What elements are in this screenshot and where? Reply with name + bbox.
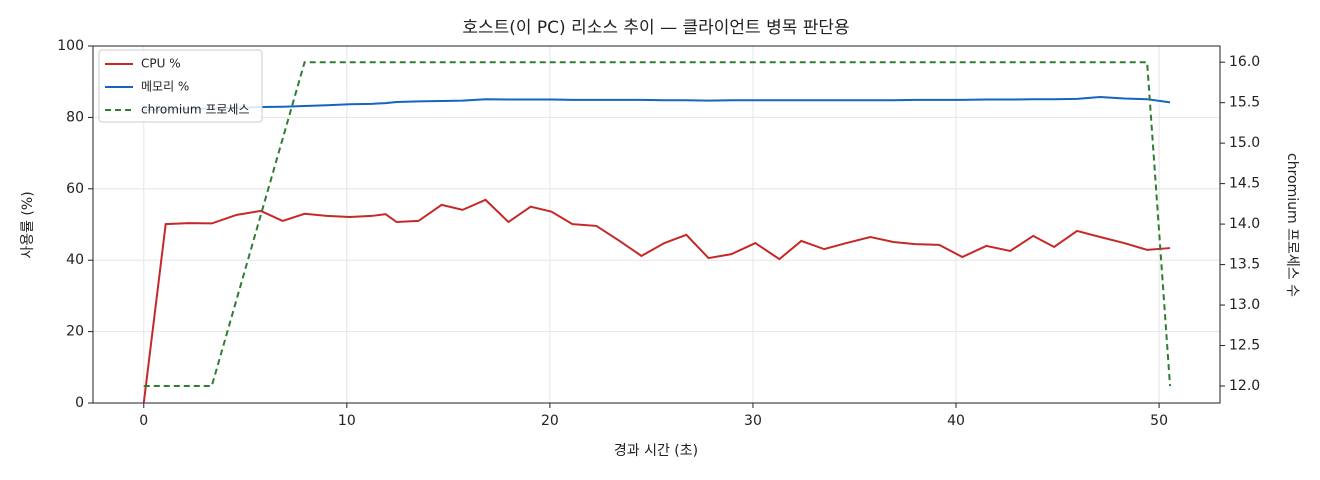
x-tick-label: 50 xyxy=(1150,413,1168,429)
plot-frame xyxy=(92,45,1221,404)
y-axis-label: 사용률 (%) xyxy=(20,191,36,258)
y2-tick-label: 13.0 xyxy=(1229,297,1260,313)
series-line xyxy=(142,198,1171,404)
y2-tick-label: 14.5 xyxy=(1229,176,1260,192)
series-line xyxy=(143,61,1172,387)
y-tick-label: 40 xyxy=(66,252,84,268)
y2-tick-label: 15.5 xyxy=(1229,95,1260,111)
y-tick-label: 80 xyxy=(66,109,84,125)
y2-tick-label: 12.0 xyxy=(1229,378,1260,394)
y2-tick-label: 12.5 xyxy=(1229,338,1260,354)
y2-tick-label: 15.0 xyxy=(1229,135,1260,151)
x-tick-label: 0 xyxy=(139,413,148,429)
legend-label: chromium 프로세스 xyxy=(141,103,250,117)
x-tick-label: 40 xyxy=(947,413,965,429)
y-tick-label: 60 xyxy=(66,181,84,197)
y2-tick-label: 16.0 xyxy=(1229,54,1260,70)
y2-tick-label: 14.0 xyxy=(1229,216,1260,232)
x-tick-label: 10 xyxy=(338,413,356,429)
y2-axis-label: chromium 프로세스 수 xyxy=(1284,153,1300,297)
y-tick-label: 0 xyxy=(75,395,84,411)
y-tick-label: 20 xyxy=(66,324,84,340)
legend-label: CPU % xyxy=(141,57,181,71)
x-tick-label: 20 xyxy=(541,413,559,429)
x-tick-label: 30 xyxy=(744,413,762,429)
series-line xyxy=(143,96,1171,112)
y-tick-label: 100 xyxy=(57,38,84,54)
legend-box xyxy=(98,49,263,123)
legend-label: 메모리 % xyxy=(141,80,189,94)
legend: CPU % 메모리 % chromium 프로세스 xyxy=(98,49,263,123)
y2-tick-label: 13.5 xyxy=(1229,257,1260,273)
chart-title: 호스트(이 PC) 리소스 추이 — 클라이언트 병목 판단용 xyxy=(462,18,849,38)
x-axis-label: 경과 시간 (초) xyxy=(614,443,698,459)
